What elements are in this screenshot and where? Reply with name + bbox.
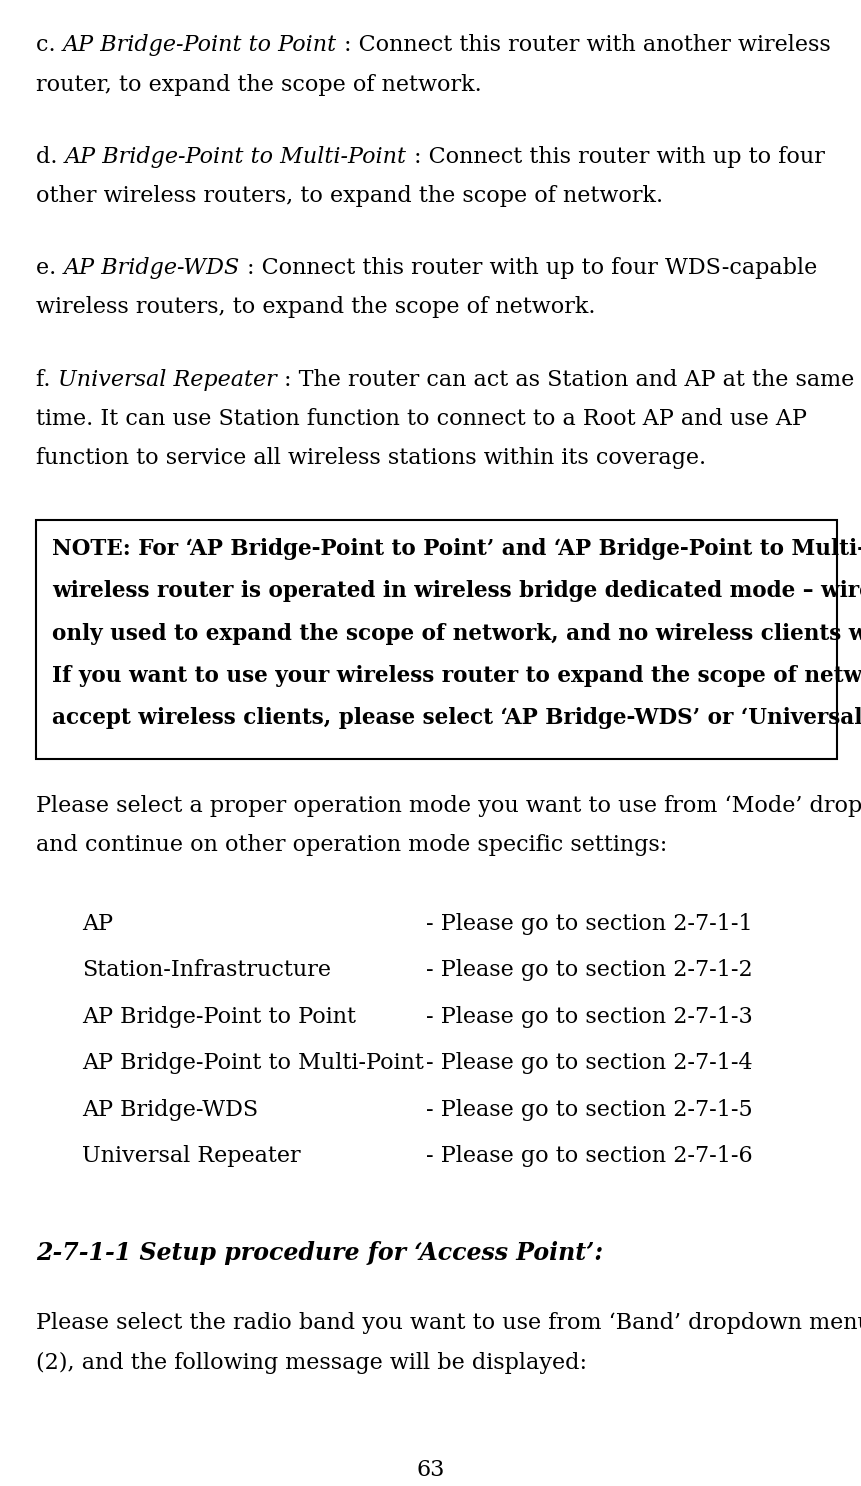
Text: Please select the radio band you want to use from ‘Band’ dropdown menu: Please select the radio band you want to… — [36, 1312, 861, 1334]
Text: function to service all wireless stations within its coverage.: function to service all wireless station… — [36, 447, 706, 470]
Text: : Connect this router with another wireless: : Connect this router with another wirel… — [344, 34, 831, 56]
Text: Universal Repeater: Universal Repeater — [58, 369, 283, 391]
Text: AP Bridge-WDS: AP Bridge-WDS — [64, 257, 247, 279]
Text: and continue on other operation mode specific settings:: and continue on other operation mode spe… — [36, 834, 667, 856]
Text: 2-7-1-1 Setup procedure for ‘Access Point’:: 2-7-1-1 Setup procedure for ‘Access Poin… — [36, 1241, 604, 1265]
Text: : Connect this router with up to four WDS-capable: : Connect this router with up to four WD… — [247, 257, 817, 279]
Text: AP Bridge-Point to Point: AP Bridge-Point to Point — [82, 1006, 356, 1028]
Text: 63: 63 — [417, 1459, 444, 1482]
Text: c.: c. — [36, 34, 63, 56]
Text: AP: AP — [82, 912, 113, 935]
Text: NOTE: For ‘AP Bridge-Point to Point’ and ‘AP Bridge-Point to Multi-Point’ mode,: NOTE: For ‘AP Bridge-Point to Point’ and… — [52, 538, 861, 560]
Text: If you want to use your wireless router to expand the scope of network, and also: If you want to use your wireless router … — [52, 666, 861, 687]
Text: - Please go to section 2-7-1-1: - Please go to section 2-7-1-1 — [426, 912, 753, 935]
Text: Universal Repeater: Universal Repeater — [82, 1146, 300, 1167]
Text: - Please go to section 2-7-1-5: - Please go to section 2-7-1-5 — [426, 1098, 753, 1120]
Text: (2), and the following message will be displayed:: (2), and the following message will be d… — [36, 1352, 587, 1375]
Text: time. It can use Station function to connect to a Root AP and use AP: time. It can use Station function to con… — [36, 407, 807, 429]
Text: only used to expand the scope of network, and no wireless clients will be accept: only used to expand the scope of network… — [52, 623, 861, 645]
Text: wireless routers, to expand the scope of network.: wireless routers, to expand the scope of… — [36, 296, 596, 318]
Text: AP Bridge-Point to Multi-Point: AP Bridge-Point to Multi-Point — [82, 1052, 424, 1074]
Text: Station-Infrastructure: Station-Infrastructure — [82, 958, 331, 981]
Text: Please select a proper operation mode you want to use from ‘Mode’ dropdown menu : Please select a proper operation mode yo… — [36, 795, 861, 817]
Text: AP Bridge-Point to Point: AP Bridge-Point to Point — [63, 34, 344, 56]
Text: accept wireless clients, please select ‘AP Bridge-WDS’ or ‘Universal Repeater’ m: accept wireless clients, please select ‘… — [52, 707, 861, 730]
Text: - Please go to section 2-7-1-4: - Please go to section 2-7-1-4 — [426, 1052, 753, 1074]
Text: AP Bridge-WDS: AP Bridge-WDS — [82, 1098, 258, 1120]
Text: other wireless routers, to expand the scope of network.: other wireless routers, to expand the sc… — [36, 184, 663, 207]
Text: AP Bridge-Point to Multi-Point: AP Bridge-Point to Multi-Point — [65, 146, 414, 168]
Text: : Connect this router with up to four: : Connect this router with up to four — [414, 146, 825, 168]
Text: : The router can act as Station and AP at the same: : The router can act as Station and AP a… — [283, 369, 854, 391]
Text: - Please go to section 2-7-1-3: - Please go to section 2-7-1-3 — [426, 1006, 753, 1028]
Text: router, to expand the scope of network.: router, to expand the scope of network. — [36, 73, 482, 95]
Text: - Please go to section 2-7-1-2: - Please go to section 2-7-1-2 — [426, 958, 753, 981]
Text: d.: d. — [36, 146, 65, 168]
Text: e.: e. — [36, 257, 64, 279]
Text: f.: f. — [36, 369, 58, 391]
Text: - Please go to section 2-7-1-6: - Please go to section 2-7-1-6 — [426, 1146, 753, 1167]
Text: wireless router is operated in wireless bridge dedicated mode – wireless router : wireless router is operated in wireless … — [52, 581, 861, 602]
